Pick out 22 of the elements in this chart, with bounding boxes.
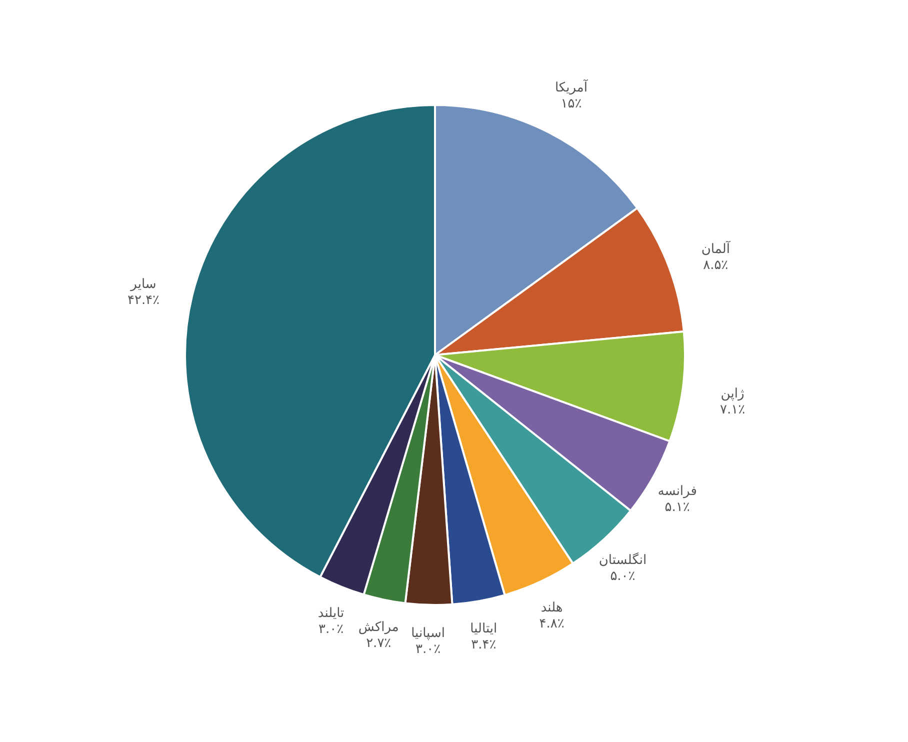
data-label: ۸.۵٪ <box>703 258 728 273</box>
data-label: ۱۵٪ <box>560 96 582 112</box>
slice-label: تایلند <box>318 606 345 621</box>
data-label: ۳.۰٪ <box>318 622 344 637</box>
slice-label: مراکش <box>358 620 399 636</box>
data-label: ۳.۰٪ <box>415 642 441 657</box>
slice-label: آلمان <box>701 240 732 257</box>
slice-label: آمریکا <box>554 78 589 96</box>
data-label: ۷.۱٪ <box>720 402 746 418</box>
slice-label: اسپانیا <box>411 626 445 641</box>
data-label: ۳.۴٪ <box>471 638 496 653</box>
data-label: ۴۲.۴٪ <box>127 293 160 308</box>
slice-label: سایر <box>130 277 156 292</box>
slice-label: انگلستان <box>598 552 647 568</box>
slice-label: هلند <box>540 600 563 616</box>
slice-label: فرانسه <box>658 484 697 500</box>
data-label: ۵.۱٪ <box>664 500 690 516</box>
data-label: ۴.۸٪ <box>539 616 564 632</box>
slice-label: ژاپن <box>720 386 744 402</box>
data-label: ۵.۰٪ <box>610 569 636 584</box>
slice-label: ایتالیا <box>470 622 498 637</box>
data-label: ۲.۷٪ <box>366 636 392 652</box>
